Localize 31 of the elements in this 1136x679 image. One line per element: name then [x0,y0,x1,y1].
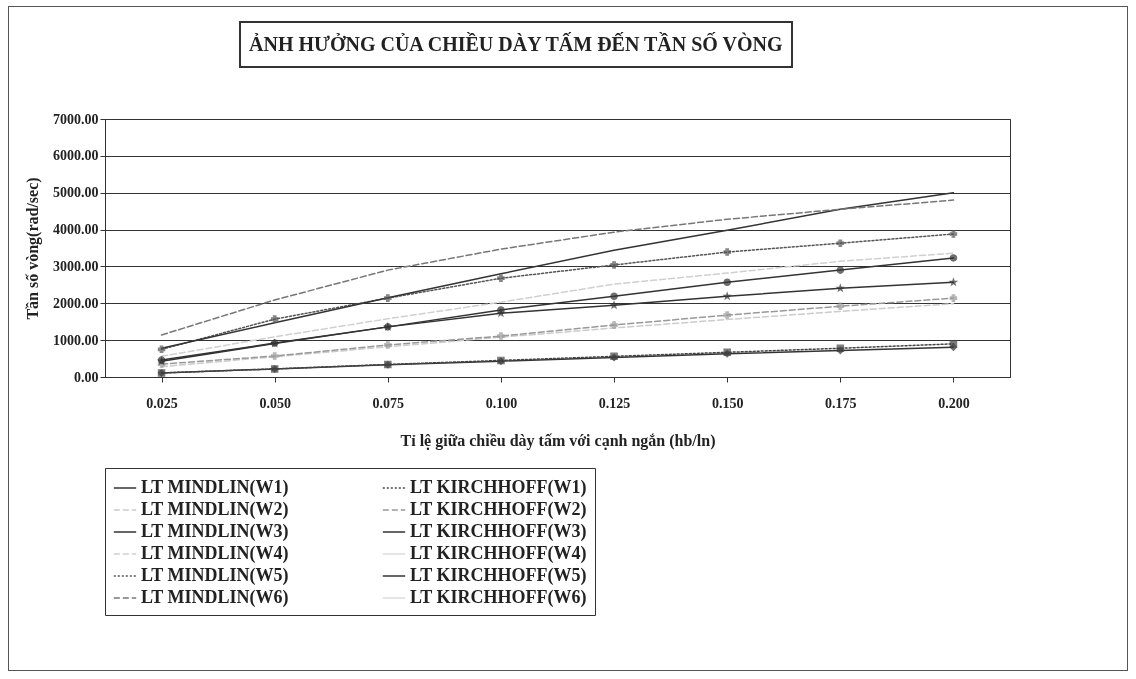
x-tick-label: 0.075 [372,395,405,411]
chart-title: ẢNH HƯỞNG CỦA CHIỀU DÀY TẤM ĐẾN TẦN SỐ VÒNG [239,21,793,68]
legend-label: LT MINDLIN(W5) [141,565,289,586]
legend-label: LT KIRCHHOFF(W2) [410,499,587,520]
legend-label: LT MINDLIN(W4) [141,543,289,564]
legend-label: LT MINDLIN(W1) [141,477,289,498]
x-axis-title: Tỉ lệ giữa chiều dày tấm với cạnh ngắn (hb/ln) [400,431,716,450]
y-tick-label: 2000.00 [53,295,99,311]
legend-label: LT MINDLIN(W6) [141,587,289,608]
legend-label: LT MINDLIN(W3) [141,521,289,542]
legend-label: LT KIRCHHOFF(W4) [410,543,587,564]
x-tick-label: 0.100 [485,395,518,411]
y-tick-label: 7000.00 [53,111,99,127]
y-tick-label: 1000.00 [53,332,99,348]
x-tick-label: 0.025 [146,395,178,411]
y-tick-label: 6000.00 [53,148,99,164]
legend-label: LT KIRCHHOFF(W1) [410,477,587,498]
x-tick-label: 0.200 [938,395,970,411]
legend-label: LT KIRCHHOFF(W5) [410,565,587,586]
x-tick-label: 0.175 [825,395,857,411]
x-tick-label: 0.125 [598,395,631,411]
y-tick-label: 3000.00 [53,258,99,274]
y-tick-label: 0.00 [74,369,99,385]
x-tick-label: 0.050 [259,395,291,411]
legend-label: LT KIRCHHOFF(W6) [410,587,587,608]
x-tick-label: 0.150 [711,395,744,411]
y-tick-label: 5000.00 [53,185,99,201]
y-axis-title: Tần số vòng(rad/sec) [24,177,42,320]
legend-label: LT MINDLIN(W2) [141,499,289,520]
y-tick-label: 4000.00 [53,222,99,238]
legend-label: LT KIRCHHOFF(W3) [410,521,587,542]
